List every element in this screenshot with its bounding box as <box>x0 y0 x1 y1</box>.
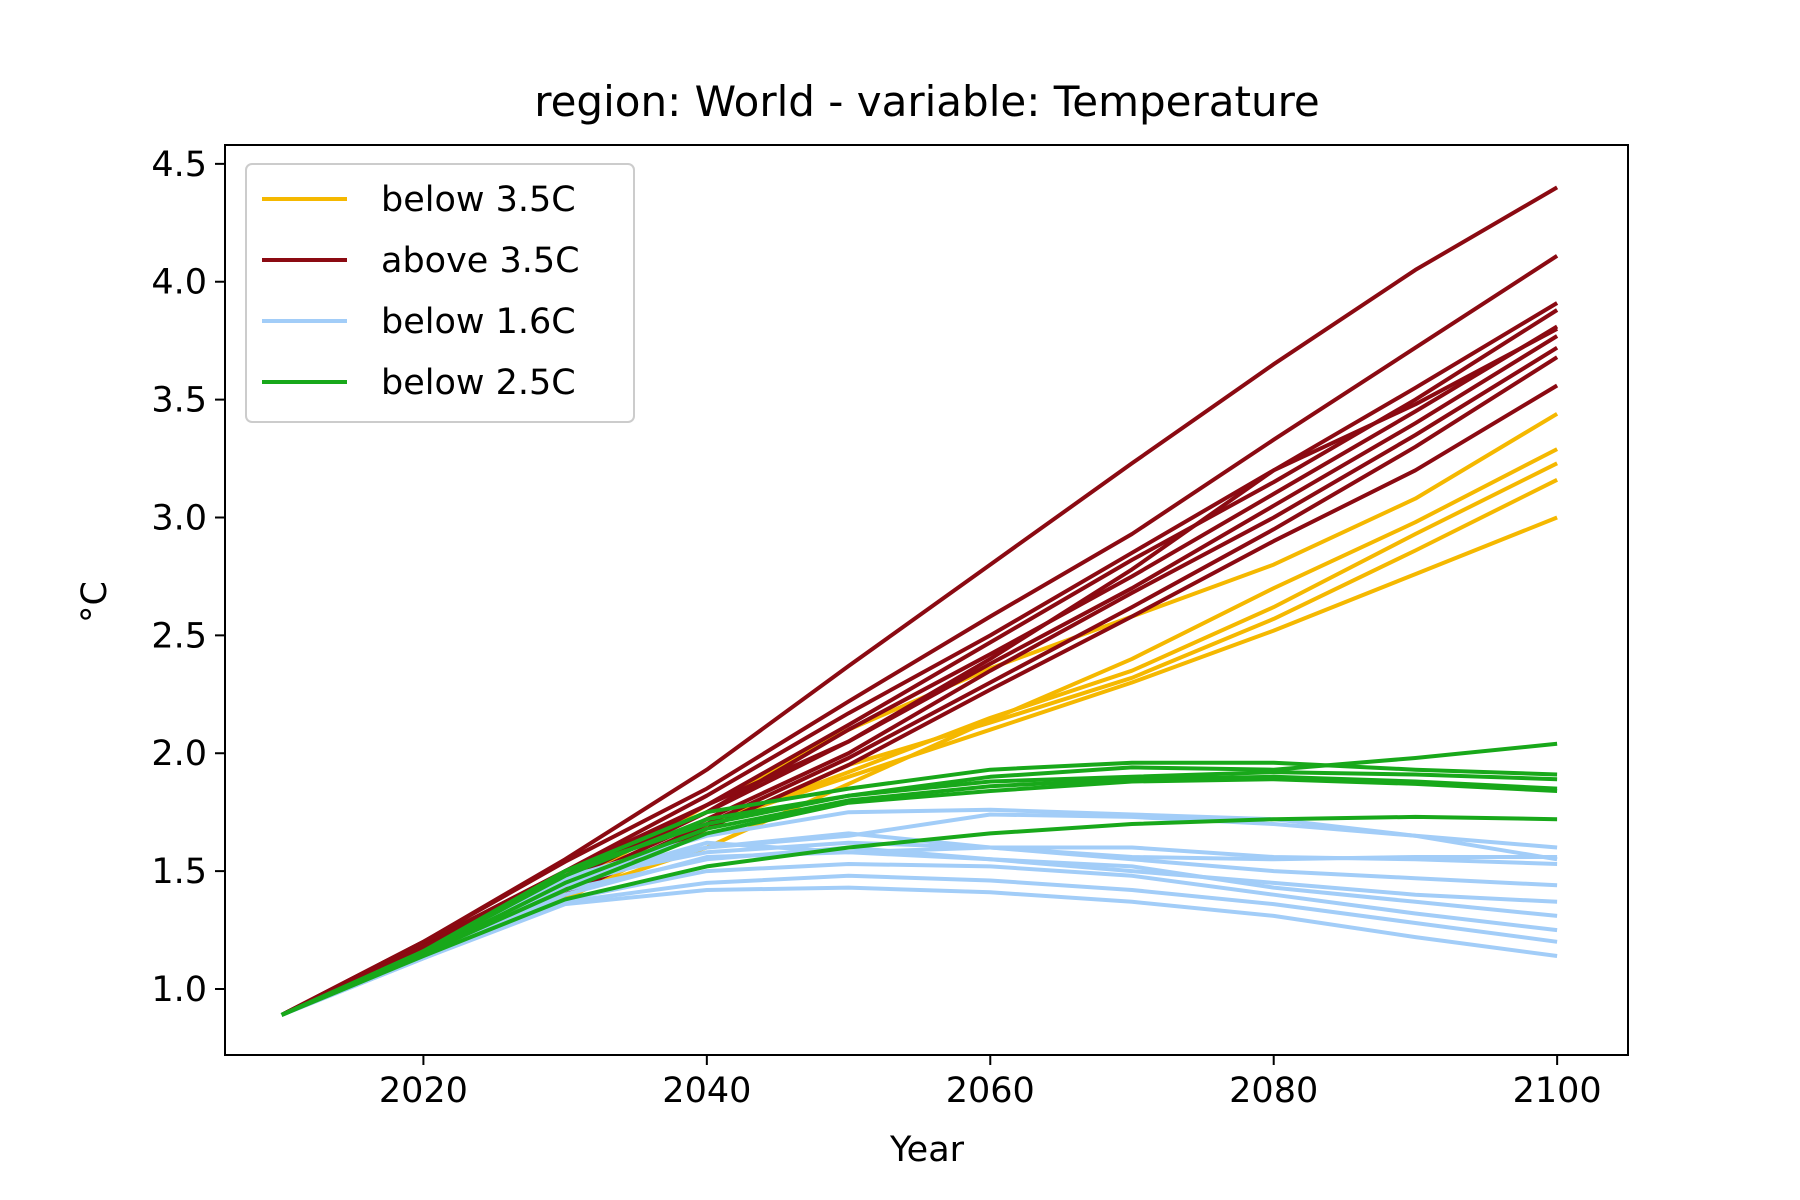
y-tick-label: 4.0 <box>151 263 207 303</box>
y-tick-label: 2.5 <box>151 616 207 656</box>
x-tick-label: 2100 <box>1513 1071 1602 1111</box>
x-axis: 2020 2040 2060 2080 2100 <box>379 1055 1602 1111</box>
y-tick-label: 4.5 <box>151 145 207 185</box>
series-line-below-2-5c-4 <box>280 774 1558 1017</box>
series-line-below-2-5c-2 <box>280 760 1558 1017</box>
legend-label-above-3-5c: above 3.5C <box>381 241 580 281</box>
legend-label-below-3-5c: below 3.5C <box>381 180 576 220</box>
x-tick-label: 2060 <box>946 1071 1035 1111</box>
series-line-below-2-5c-3 <box>280 770 1558 1017</box>
series-line-above-3-5c-4 <box>280 308 1559 1017</box>
x-axis-label: Year <box>889 1130 965 1170</box>
y-tick-label: 1.5 <box>151 852 207 892</box>
series-line-below-2-5c-6 <box>280 814 1558 1017</box>
legend-label-below-2-5c: below 2.5C <box>381 363 576 403</box>
series-line-below-2-5c-5 <box>280 777 1558 1017</box>
series-line-below-1-6c-10 <box>280 885 1558 1017</box>
series-line-above-3-5c-2 <box>280 254 1559 1017</box>
plot-frame <box>224 144 1629 1056</box>
y-tick-label: 3.0 <box>151 498 207 538</box>
y-tick-label: 3.5 <box>151 381 207 421</box>
legend-box <box>245 163 635 423</box>
x-tick-label: 2080 <box>1229 1071 1318 1111</box>
y-tick-label: 2.0 <box>151 734 207 774</box>
legend-label-below-1-6c: below 1.6C <box>381 302 576 342</box>
y-axis-label: °C <box>75 581 115 623</box>
y-tick-label: 1.0 <box>151 970 207 1010</box>
series-lines <box>280 185 1559 1017</box>
x-tick-label: 2040 <box>662 1071 751 1111</box>
series-line-below-1-6c-7 <box>280 850 1558 1017</box>
legend: below 3.5C above 3.5C below 1.6C below 2.5C <box>245 163 635 423</box>
y-axis: 1.0 1.5 2.0 2.5 3.0 3.5 4.0 4.5 <box>151 145 225 1010</box>
x-tick-label: 2020 <box>379 1071 468 1111</box>
chart-title: region: World - variable: Temperature <box>534 77 1320 126</box>
